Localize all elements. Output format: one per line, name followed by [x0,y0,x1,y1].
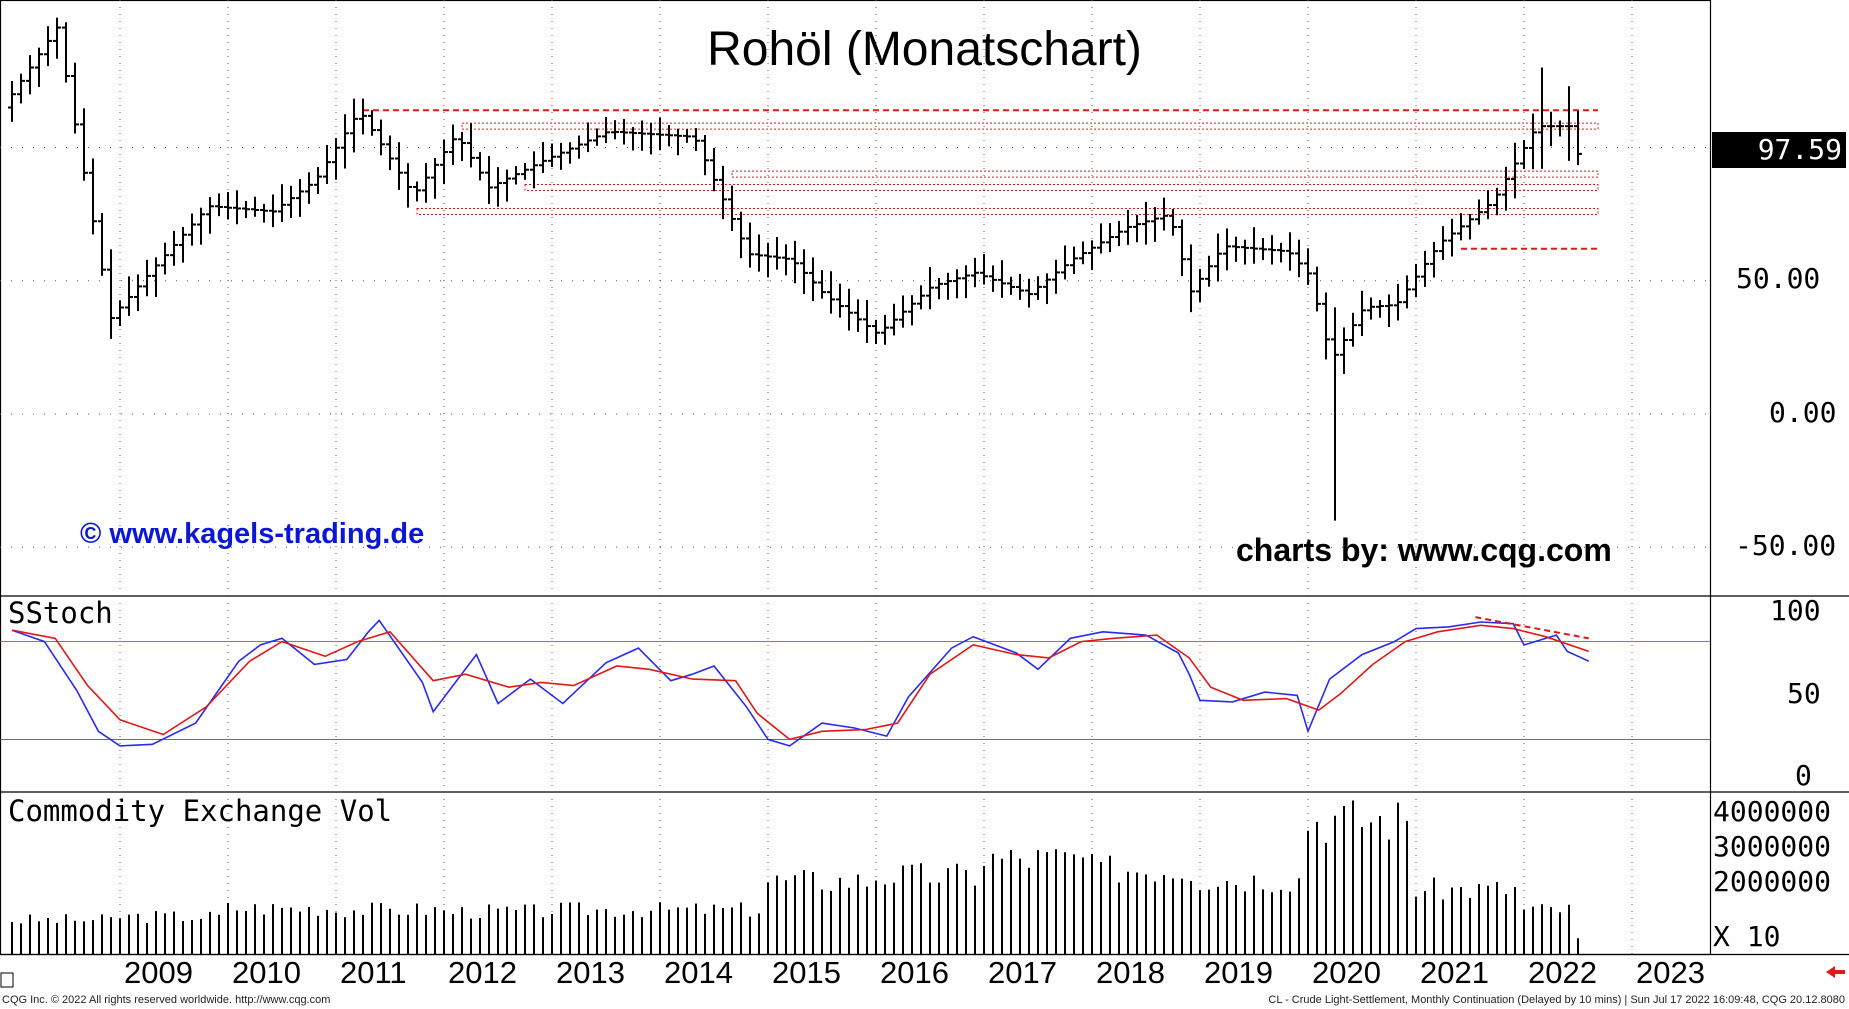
x-tick-label: 2013 [556,955,625,990]
x-tick-label: 2014 [664,955,733,990]
scroll-arrow-icon [1826,966,1845,978]
x-tick-label: 2011 [340,955,407,990]
stoch-fast-line [11,619,1590,747]
resistance-band [524,183,1599,191]
x-tick-label: 2019 [1204,955,1273,990]
watermark-cqg: charts by: www.cqg.com [1236,532,1612,568]
x-tick-label: 2021 [1420,955,1489,990]
volume-unit-label: X 10 [1713,920,1781,953]
resistance-band [461,122,1599,130]
resistance-band [731,170,1599,178]
stoch-y-tick: 0 [1795,759,1812,792]
price-y-tick: -50.00 [1735,529,1837,562]
price-y-tick: 50.00 [1736,262,1821,295]
footer-instrument-info: CL - Crude Light-Settlement, Monthly Con… [1268,994,1845,1006]
volume-y-tick: 4000000 [1713,795,1832,828]
stoch-slow-line [11,624,1590,741]
chart-title: Rohöl (Monatschart) [707,23,1142,76]
volume-y-tick: 3000000 [1713,830,1832,863]
x-tick-label: 2022 [1528,955,1597,990]
stoch-trendline [1475,616,1589,640]
stoch-pane-title: SStoch [8,596,113,630]
volume-y-tick: 2000000 [1713,865,1832,898]
x-tick-label: 2010 [232,955,301,990]
x-tick-label: 2015 [772,955,841,990]
scroll-box-icon [0,972,14,988]
last-price-badge: 97.59 [1712,132,1846,168]
footer-copyright: CQG Inc. © 2022 All rights reserved worl… [2,994,331,1006]
price-y-tick: 0.00 [1769,396,1837,429]
x-tick-label: 2017 [988,955,1057,990]
watermark-kagels: © www.kagels-trading.de [80,518,425,550]
stoch-y-tick: 100 [1770,594,1821,627]
x-tick-label: 2020 [1312,955,1381,990]
x-tick-label: 2016 [880,955,949,990]
stoch-y-tick: 50 [1787,677,1821,710]
x-tick-label: 2009 [124,955,193,990]
x-tick-label: 2023 [1636,955,1705,990]
resistance-band [416,207,1599,215]
volume-pane-title: Commodity Exchange Vol [8,794,393,828]
x-tick-label: 2012 [448,955,517,990]
x-tick-label: 2018 [1096,955,1165,990]
